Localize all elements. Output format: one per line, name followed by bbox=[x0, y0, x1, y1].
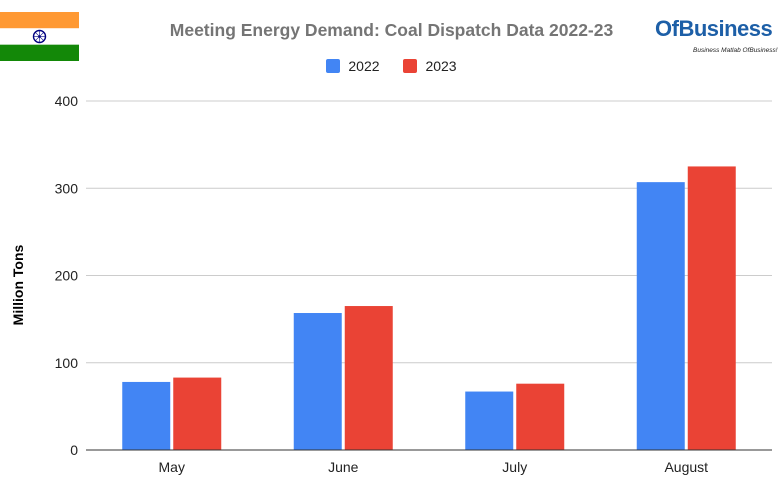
bar-july-2023 bbox=[516, 383, 565, 450]
y-tick-label-0: 0 bbox=[70, 442, 78, 458]
bar-august-2023 bbox=[687, 166, 736, 450]
y-tick-label-1: 100 bbox=[55, 355, 79, 371]
x-tick-label-may: May bbox=[159, 459, 185, 475]
bar-august-2022 bbox=[636, 182, 685, 450]
bar-june-2022 bbox=[293, 313, 342, 450]
legend-swatch-2023 bbox=[403, 59, 418, 73]
bar-july-2022 bbox=[465, 391, 514, 450]
legend-label-2023: 2023 bbox=[425, 58, 457, 74]
bar-may-2023 bbox=[173, 377, 222, 450]
y-tick-label-3: 300 bbox=[55, 180, 79, 196]
legend-label-2022: 2022 bbox=[348, 58, 380, 74]
bar-may-2022 bbox=[122, 381, 171, 450]
legend-item-2023: 2023 bbox=[403, 58, 457, 74]
bar-june-2023 bbox=[344, 306, 393, 450]
chart-legend: 2022 2023 bbox=[0, 58, 783, 76]
ofbusiness-logo: OfBusiness Business Matlab OfBusiness! bbox=[655, 16, 781, 60]
india-flag-icon bbox=[0, 12, 79, 61]
x-tick-label-august: August bbox=[664, 459, 708, 475]
chart-title: Meeting Energy Demand: Coal Dispatch Dat… bbox=[169, 20, 614, 40]
legend-swatch-2022 bbox=[326, 59, 341, 73]
x-tick-label-june: June bbox=[328, 459, 359, 475]
logo-brand: OfBusiness bbox=[655, 16, 773, 41]
y-tick-label-4: 400 bbox=[55, 93, 79, 109]
legend-item-2022: 2022 bbox=[326, 58, 380, 74]
x-tick-label-july: July bbox=[502, 459, 527, 475]
y-tick-label-2: 200 bbox=[55, 268, 79, 284]
logo-tagline: Business Matlab OfBusiness! bbox=[693, 47, 778, 54]
